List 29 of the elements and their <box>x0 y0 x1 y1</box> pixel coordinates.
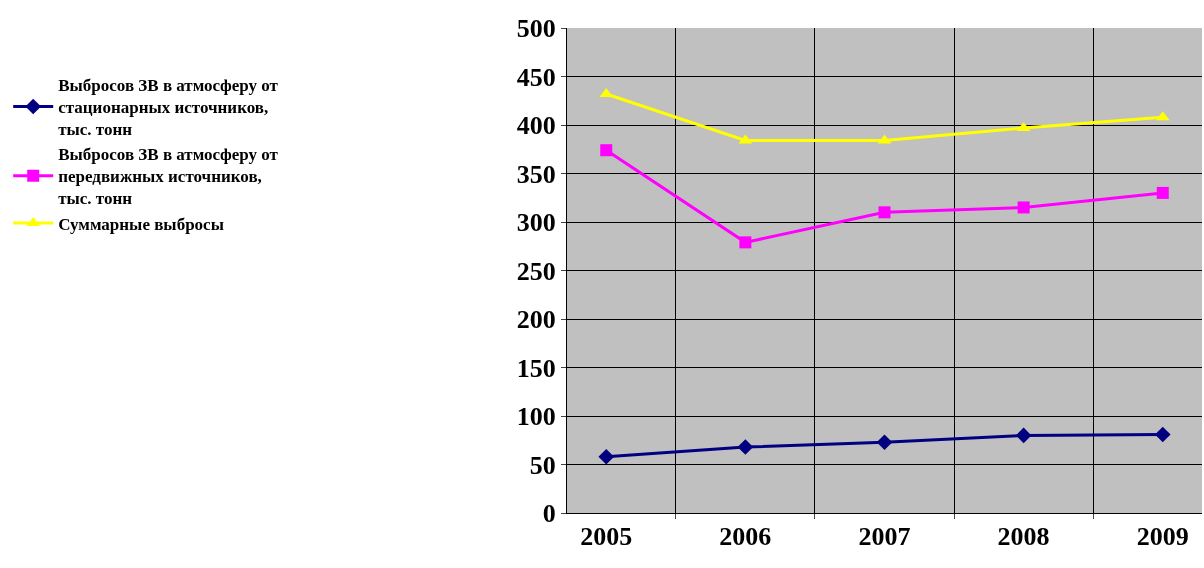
point <box>1017 201 1030 214</box>
x-tick-label: 2007 <box>858 522 911 552</box>
point <box>1015 427 1032 444</box>
y-tick-label: 350 <box>516 159 556 189</box>
point <box>737 439 754 455</box>
y-tick-label: 0 <box>542 499 556 529</box>
y-tick-label: 400 <box>516 111 556 141</box>
legend-label: Суммарные выбросы <box>58 214 224 234</box>
point <box>739 236 752 249</box>
y-tick-label: 450 <box>516 62 556 92</box>
x-tick-label: 2005 <box>580 522 633 552</box>
point <box>1156 186 1169 199</box>
y-tick-label: 150 <box>516 353 556 383</box>
y-tick-label: 200 <box>516 305 556 335</box>
point <box>598 448 615 465</box>
point <box>1154 426 1171 443</box>
y-tick-label: 50 <box>529 450 556 480</box>
x-tick-label: 2006 <box>719 522 772 552</box>
point <box>878 206 891 219</box>
y-tick-label: 250 <box>516 256 556 286</box>
y-tick-label: 100 <box>516 402 556 432</box>
point <box>876 434 893 450</box>
x-tick-label: 2009 <box>1136 522 1189 552</box>
x-tick-label: 2008 <box>997 522 1050 552</box>
point <box>600 144 613 157</box>
legend-label: Выбросов ЗВ в атмосферу от стационарных источников, тыс. тонн <box>58 75 279 140</box>
y-tick-label: 500 <box>516 14 556 44</box>
legend-label: Выбросов ЗВ в атмосферу от передвижных источников, тыс. тонн <box>58 145 279 209</box>
y-tick-label: 300 <box>516 208 556 238</box>
